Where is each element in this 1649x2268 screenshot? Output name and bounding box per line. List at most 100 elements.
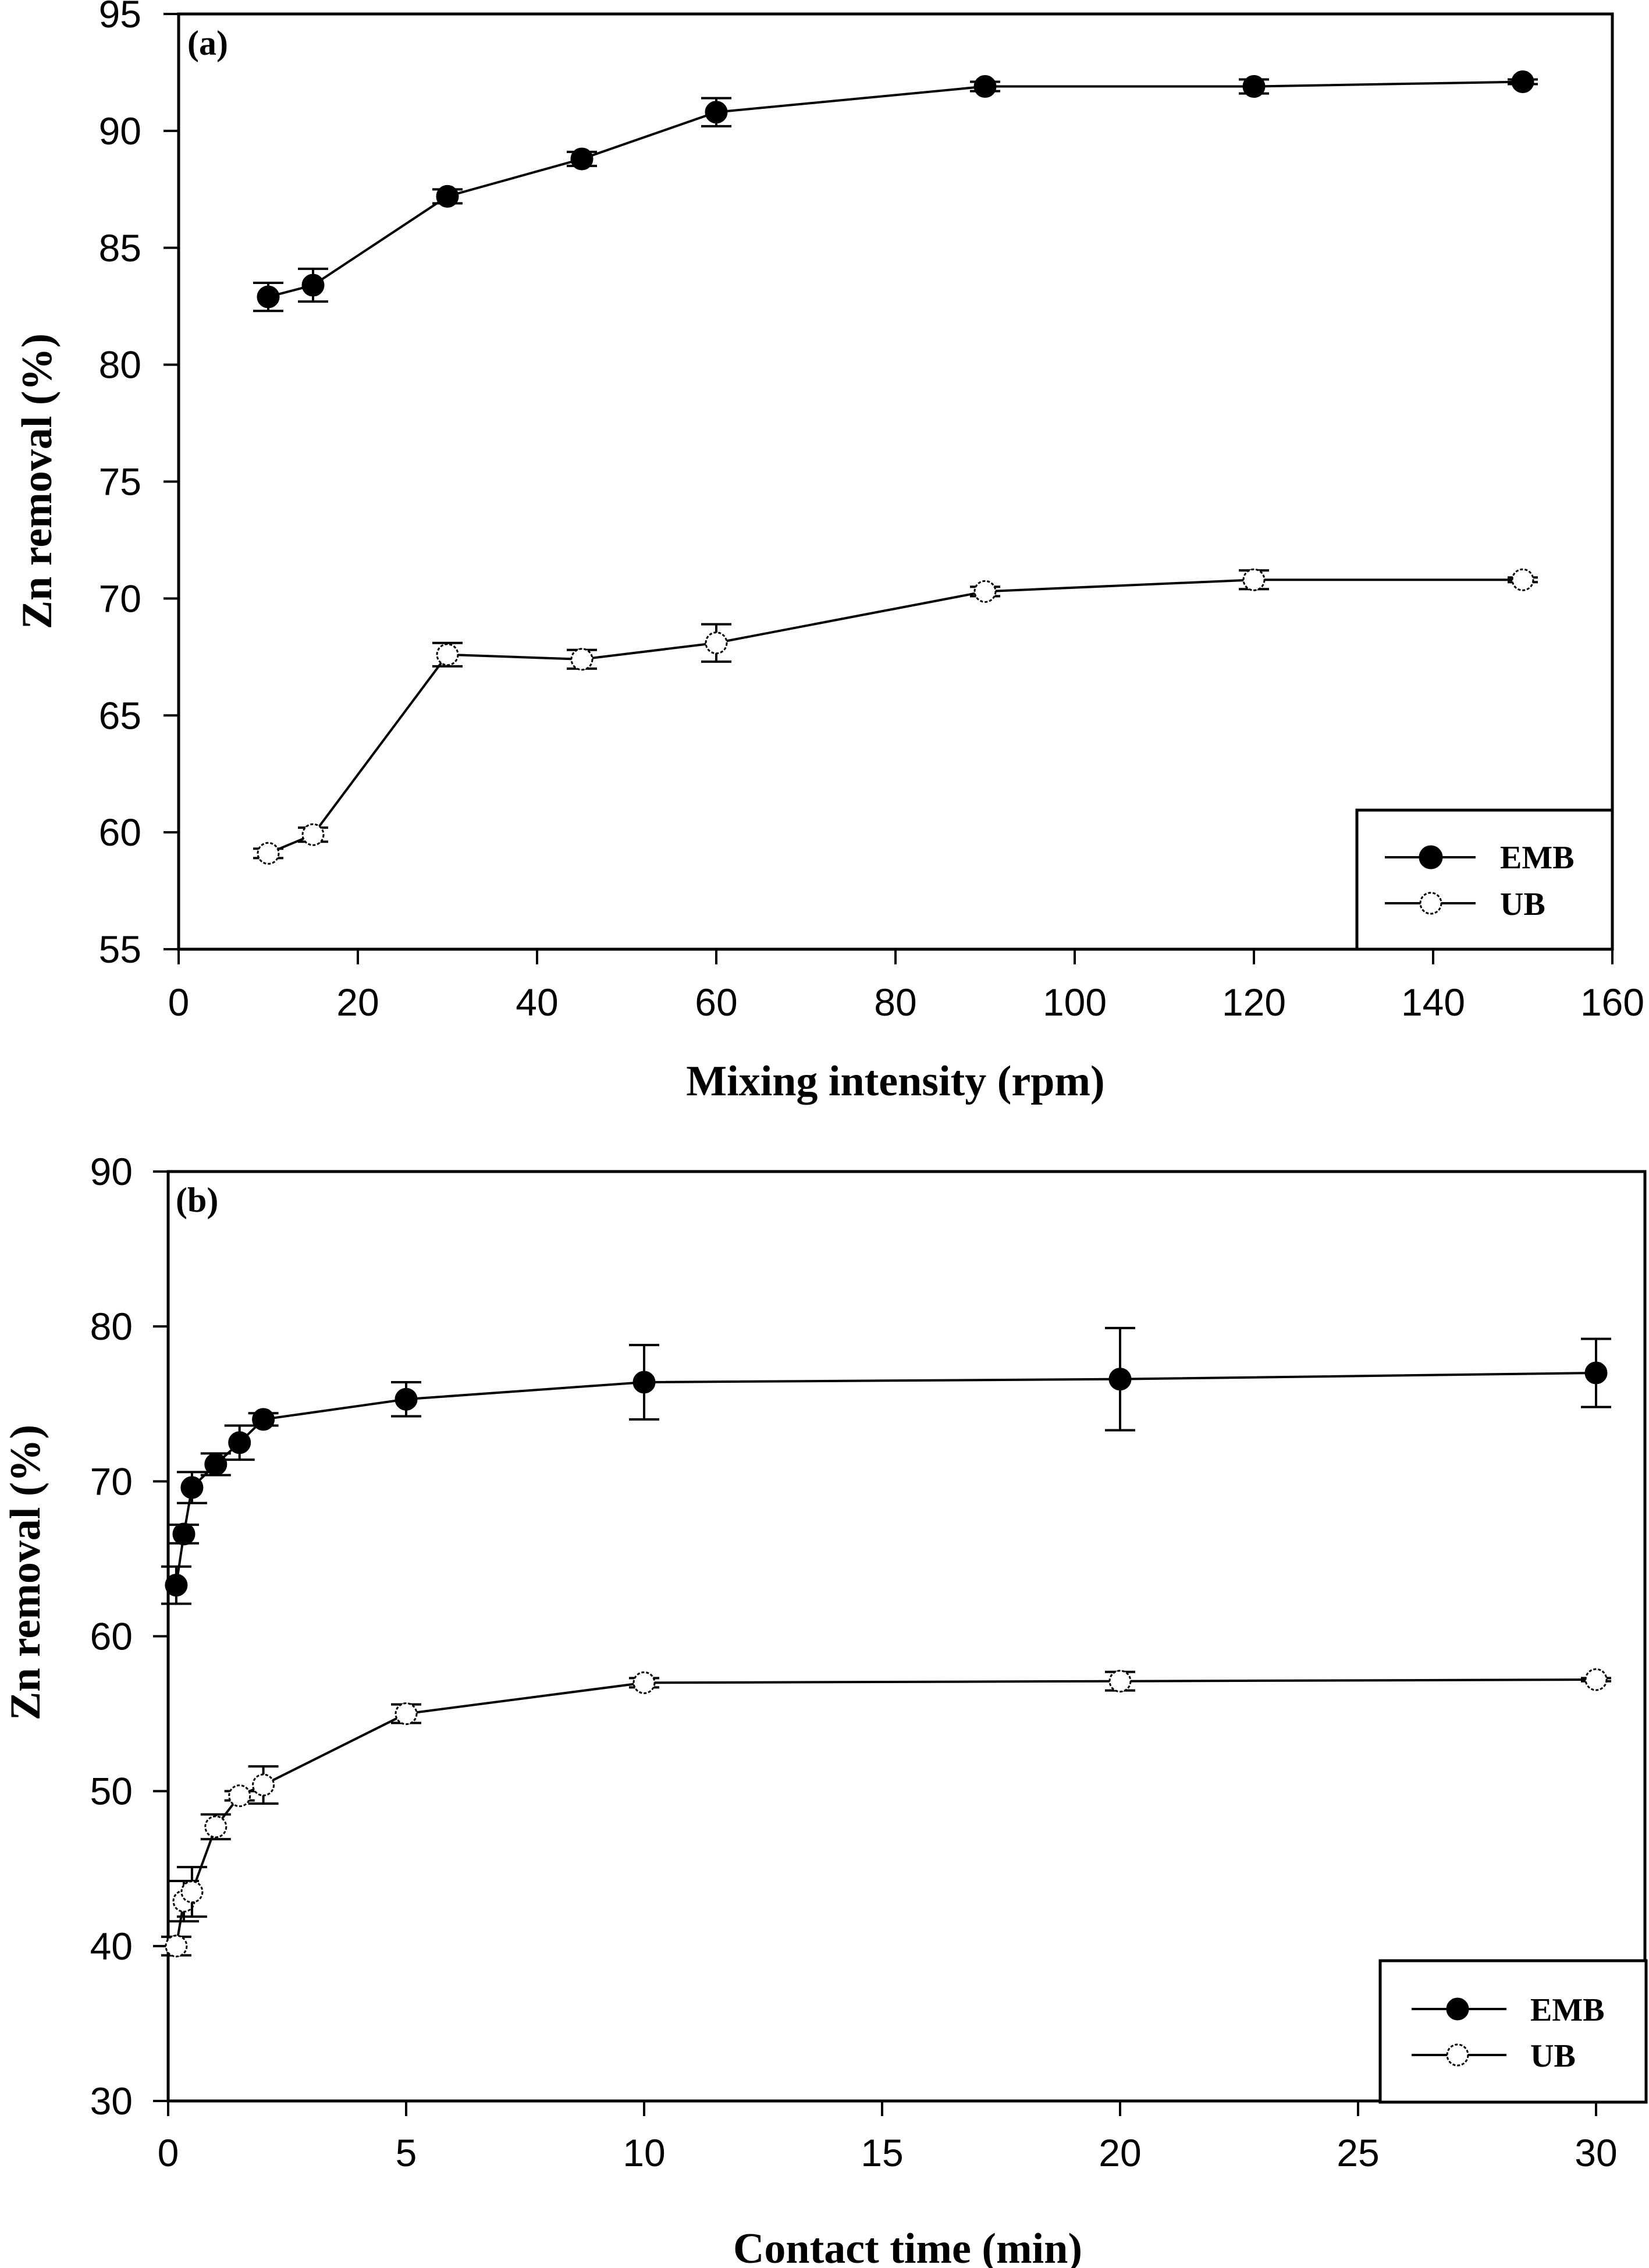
y-ticks: 30 40 50 60 70 80 90 <box>90 1150 168 2123</box>
x-tick-label: 25 <box>1337 2131 1379 2174</box>
data-point-ub <box>570 648 594 671</box>
legend-label-ub: UB <box>1530 2038 1576 2074</box>
legend-item-emb: EMB <box>1412 1992 1605 2028</box>
x-tick-label: 0 <box>158 2131 179 2174</box>
x-tick-label: 10 <box>623 2131 665 2174</box>
y-tick-label: 75 <box>99 460 141 503</box>
data-point-emb <box>705 101 728 124</box>
x-tick-label: 60 <box>695 981 737 1024</box>
y-tick-label: 55 <box>99 928 141 971</box>
data-point-emb <box>252 1408 275 1431</box>
x-ticks: 0 5 10 15 20 25 30 <box>158 2101 1618 2174</box>
x-axis-title: Mixing intensity (rpm) <box>686 1057 1104 1105</box>
data-point-emb <box>1242 75 1266 98</box>
legend-box <box>1355 808 1614 951</box>
data-point-emb <box>204 1453 228 1476</box>
data-point-ub <box>436 643 459 666</box>
y-tick-label: 65 <box>99 694 141 737</box>
x-tick-label: 120 <box>1222 981 1286 1024</box>
x-tick-label: 80 <box>874 981 916 1024</box>
legend-item-ub: UB <box>1412 2038 1576 2074</box>
open-circle-marker-icon <box>1419 892 1442 915</box>
x-tick-label: 100 <box>1043 981 1107 1024</box>
data-point-ub <box>228 1784 251 1808</box>
filled-circle-marker-icon <box>1419 845 1443 869</box>
x-axis-title: Contact time (min) <box>733 2225 1082 2268</box>
legend-item-ub: UB <box>1385 886 1545 922</box>
legend-label-ub: UB <box>1500 886 1545 922</box>
y-tick-label: 40 <box>90 1925 133 1968</box>
y-tick-label: 80 <box>99 343 141 386</box>
data-point-ub <box>1108 1670 1132 1693</box>
filled-circle-marker-icon <box>1446 1997 1469 2021</box>
data-point-emb <box>1108 1368 1132 1391</box>
series-ub <box>253 568 1538 865</box>
legend: EMB UB <box>1378 1959 1648 2104</box>
x-tick-label: 40 <box>516 981 558 1024</box>
data-point-emb <box>1584 1361 1608 1385</box>
series-emb <box>253 70 1538 313</box>
data-point-emb <box>570 147 594 171</box>
data-point-ub <box>252 1773 275 1797</box>
data-point-emb <box>973 75 997 98</box>
x-tick-label: 20 <box>1099 2131 1141 2174</box>
y-tick-label: 90 <box>90 1150 133 1193</box>
y-tick-label: 60 <box>90 1615 133 1658</box>
x-tick-label: 15 <box>861 2131 903 2174</box>
legend-label-emb: EMB <box>1500 840 1575 876</box>
data-point-emb <box>436 184 459 208</box>
data-point-ub <box>395 1702 418 1726</box>
y-tick-label: 80 <box>90 1305 133 1348</box>
x-tick-label: 140 <box>1401 981 1465 1024</box>
data-point-ub <box>632 1671 656 1694</box>
series-line-emb <box>268 80 1523 299</box>
data-point-ub <box>1511 568 1534 591</box>
y-tick-label: 60 <box>99 811 141 854</box>
data-point-ub <box>257 842 280 865</box>
y-tick-label: 85 <box>99 226 141 269</box>
x-tick-label: 5 <box>396 2131 417 2174</box>
data-point-emb <box>172 1522 196 1546</box>
panel-label: (a) <box>187 24 228 62</box>
data-point-emb <box>301 274 325 297</box>
y-tick-label: 30 <box>90 2079 133 2123</box>
data-point-ub <box>1584 1668 1608 1691</box>
x-tick-label: 20 <box>336 981 379 1024</box>
data-point-emb <box>228 1431 251 1454</box>
legend: EMB UB <box>1355 808 1614 951</box>
y-axis-title: Zn removal (%) <box>2 1425 49 1720</box>
y-ticks: 55 60 65 70 75 80 85 90 95 <box>99 0 179 971</box>
series-layer <box>253 70 1538 865</box>
data-point-ub <box>301 823 325 846</box>
y-tick-label: 70 <box>90 1460 133 1503</box>
panel-label: (b) <box>176 1181 218 1219</box>
data-point-ub <box>165 1935 188 1958</box>
y-tick-label: 95 <box>99 0 141 36</box>
data-point-emb <box>257 285 280 308</box>
y-axis-title: Zn removal (%) <box>13 333 61 629</box>
series-emb <box>161 1326 1611 1605</box>
data-point-emb <box>632 1371 656 1394</box>
panel-a: 55 60 65 70 75 80 85 90 95 0 20 40 60 80 100 120 140 160… <box>13 0 1644 1105</box>
open-circle-marker-icon <box>1446 2043 1469 2067</box>
series-layer <box>161 1326 1611 1958</box>
data-point-emb <box>1511 70 1534 94</box>
x-ticks: 0 20 40 60 80 100 120 140 160 <box>168 949 1644 1024</box>
legend-item-emb: EMB <box>1385 840 1575 876</box>
legend-box <box>1378 1959 1648 2104</box>
series-line-emb <box>175 1372 1597 1585</box>
y-tick-label: 90 <box>99 109 141 152</box>
panel-b: 30 40 50 60 70 80 90 0 5 10 15 20 25 30 (b) Contact … <box>2 1150 1648 2268</box>
data-point-ub <box>204 1815 228 1838</box>
data-point-ub <box>1242 568 1266 591</box>
y-tick-label: 50 <box>90 1770 133 1813</box>
data-point-ub <box>705 631 728 655</box>
data-point-emb <box>180 1476 204 1499</box>
series-line-ub <box>175 1678 1597 1947</box>
x-tick-label: 30 <box>1575 2131 1617 2174</box>
y-tick-label: 70 <box>99 577 141 620</box>
data-point-ub <box>180 1880 204 1904</box>
x-tick-label: 160 <box>1580 981 1644 1024</box>
data-point-emb <box>165 1574 188 1597</box>
